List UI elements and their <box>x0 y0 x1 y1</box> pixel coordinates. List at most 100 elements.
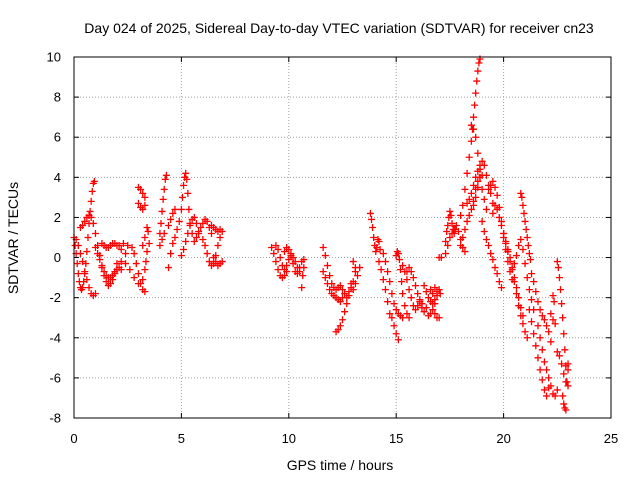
data-point-marker <box>319 244 327 252</box>
data-point-marker <box>459 234 467 241</box>
data-point-marker <box>547 310 555 318</box>
data-point-marker <box>435 314 443 322</box>
data-point-marker <box>487 181 495 189</box>
data-point-marker <box>326 272 334 280</box>
data-point-marker <box>384 298 392 306</box>
data-point-marker <box>437 254 445 262</box>
data-point-marker <box>547 382 555 390</box>
data-point-marker <box>522 225 530 233</box>
data-points <box>70 55 572 414</box>
data-point-marker <box>472 89 480 97</box>
data-point-marker <box>177 205 185 213</box>
data-point-marker <box>139 276 147 284</box>
data-point-marker <box>540 358 548 366</box>
data-point-marker <box>519 320 527 328</box>
x-tick-label: 20 <box>496 431 510 446</box>
data-point-marker <box>388 314 396 322</box>
y-tick-label: 2 <box>54 210 61 225</box>
chart-title: Day 024 of 2025, Sidereal Day-to-day VTE… <box>84 20 594 36</box>
data-point-marker <box>178 193 186 201</box>
data-point-marker <box>199 219 207 227</box>
data-point-marker <box>473 77 481 85</box>
data-point-marker <box>156 242 164 250</box>
data-point-marker <box>553 348 561 356</box>
data-point-marker <box>339 286 346 294</box>
y-axis-label: SDTVAR / TECUs <box>5 182 21 294</box>
data-point-marker <box>141 193 149 201</box>
data-point-marker <box>203 217 211 225</box>
data-point-marker <box>141 201 149 209</box>
data-point-marker <box>345 288 353 296</box>
data-point-marker <box>171 205 179 213</box>
data-point-marker <box>396 266 404 274</box>
data-point-marker <box>199 236 207 244</box>
data-point-marker <box>289 260 297 268</box>
data-point-marker <box>540 386 548 394</box>
data-point-marker <box>429 306 437 314</box>
data-point-marker <box>79 284 87 292</box>
y-tick-label: -4 <box>49 330 61 345</box>
data-point-marker <box>543 322 551 330</box>
data-point-marker <box>79 221 87 229</box>
data-point-marker <box>485 185 493 193</box>
y-tick-label: 4 <box>54 170 61 185</box>
data-point-marker <box>480 227 488 235</box>
data-point-marker <box>81 217 89 225</box>
data-point-marker <box>549 292 557 300</box>
data-point-marker <box>534 354 542 362</box>
data-point-marker <box>216 234 224 241</box>
data-point-marker <box>497 221 505 229</box>
data-point-marker <box>558 300 566 308</box>
data-point-marker <box>134 270 142 278</box>
data-point-marker <box>375 258 383 266</box>
data-point-marker <box>171 234 179 241</box>
data-point-marker <box>90 177 98 185</box>
data-point-marker <box>184 189 192 197</box>
data-point-marker <box>474 167 482 175</box>
data-point-marker <box>169 240 177 248</box>
data-point-marker <box>478 157 486 165</box>
data-point-marker <box>366 209 374 217</box>
data-point-marker <box>186 221 194 229</box>
data-point-marker <box>351 280 359 288</box>
data-point-marker <box>545 374 553 382</box>
data-point-marker <box>142 258 150 266</box>
data-point-marker <box>465 211 473 219</box>
data-point-marker <box>532 288 540 296</box>
data-point-marker <box>504 248 512 256</box>
data-point-marker <box>403 276 411 284</box>
data-point-marker <box>399 290 407 298</box>
data-point-marker <box>354 272 362 280</box>
data-point-marker <box>422 304 430 312</box>
data-point-marker <box>443 227 451 235</box>
data-point-marker <box>558 360 566 368</box>
data-point-marker <box>564 366 572 374</box>
data-point-marker <box>403 310 411 318</box>
data-point-marker <box>478 217 486 225</box>
data-point-marker <box>165 264 173 272</box>
data-point-marker <box>349 258 357 266</box>
data-point-marker <box>470 113 478 121</box>
data-point-marker <box>339 316 346 324</box>
data-point-marker <box>300 264 308 272</box>
data-point-marker <box>145 240 153 248</box>
data-point-marker <box>463 199 471 207</box>
data-point-marker <box>124 242 132 250</box>
data-point-marker <box>521 260 529 268</box>
data-point-marker <box>157 219 165 227</box>
data-point-marker <box>470 125 478 133</box>
data-point-marker <box>87 197 95 205</box>
data-point-marker <box>190 213 198 221</box>
data-point-marker <box>540 316 548 324</box>
data-point-marker <box>450 225 458 233</box>
data-point-marker <box>538 376 546 384</box>
data-point-marker <box>272 242 280 250</box>
data-point-marker <box>159 195 167 203</box>
data-point-marker <box>518 193 526 201</box>
data-point-marker <box>405 286 413 294</box>
data-point-marker <box>538 312 546 320</box>
data-point-marker <box>491 264 499 272</box>
data-point-marker <box>183 175 191 183</box>
plot-frame <box>73 56 612 419</box>
